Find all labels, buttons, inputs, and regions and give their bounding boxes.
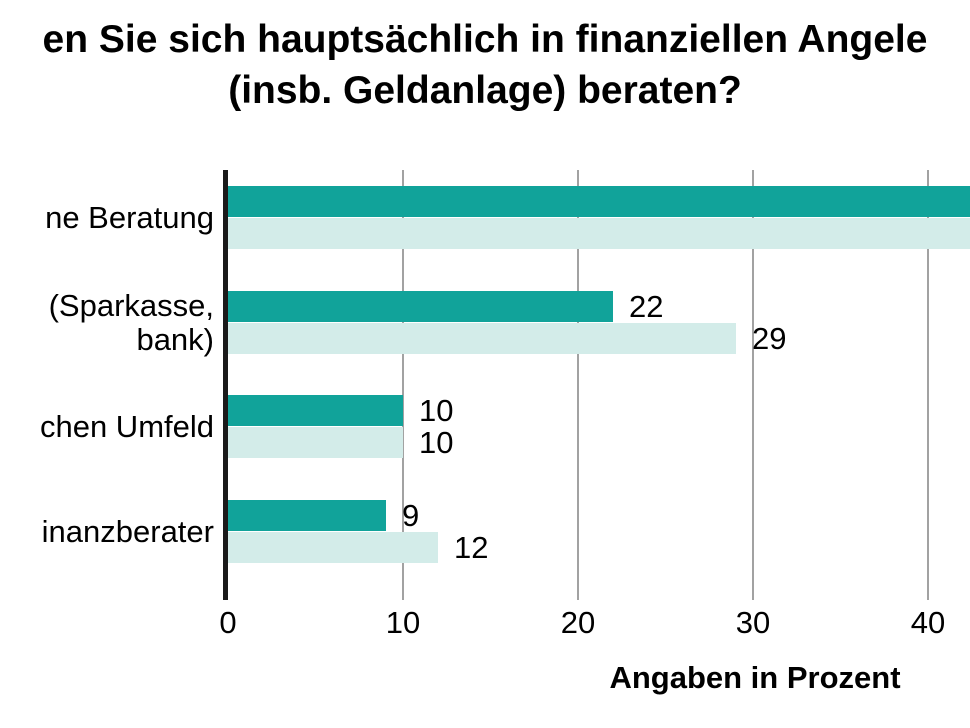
category-label-line: ne Beratung: [45, 199, 214, 235]
bar-light-teal-bars-row1: [228, 218, 970, 249]
x-tick-10: 10: [385, 605, 421, 640]
bar-dark-teal-bars-row3: [228, 395, 403, 426]
category-label-row3: chen Umfeld: [0, 395, 214, 458]
bar-light-teal-bars-row4: [228, 532, 438, 563]
bar-light-teal-bars-row2: [228, 323, 736, 354]
x-tick-30: 30: [735, 605, 771, 640]
category-label-line: (Sparkasse,: [48, 287, 214, 323]
category-label-row1: ne Beratung: [0, 186, 214, 249]
category-label-line: inanzberater: [41, 513, 214, 549]
category-labels: ne Beratung (Sparkasse, bank) chen Umfeld in…: [0, 170, 214, 600]
value-label-dark-teal-bars-row2: 22: [629, 289, 664, 324]
value-label-dark-teal-bars-row3: 10: [419, 393, 454, 428]
gridline-30: [752, 170, 754, 600]
category-label-line: bank): [136, 321, 214, 357]
bar-light-teal-bars-row3: [228, 427, 403, 458]
gridline-20: [577, 170, 579, 600]
bar-dark-teal-bars-row1: [228, 186, 970, 217]
chart-title-line1: en Sie sich hauptsächlich in finanzielle…: [42, 18, 928, 61]
gridline-10: [402, 170, 404, 600]
bar-dark-teal-bars-row4: [228, 500, 386, 531]
category-label-row2: (Sparkasse, bank): [0, 287, 214, 357]
value-label-light-teal-bars-row2: 29: [752, 321, 787, 356]
chart-title: en Sie sich hauptsächlich in finanzielle…: [0, 14, 970, 116]
value-label-light-teal-bars-row3: 10: [419, 425, 454, 460]
bar-dark-teal-bars-row2: [228, 291, 613, 322]
value-label-light-teal-bars-row4: 12: [454, 530, 489, 565]
x-tick-20: 20: [560, 605, 596, 640]
x-tick-40: 40: [910, 605, 946, 640]
x-tick-0: 0: [219, 605, 237, 640]
chart-title-line2: (insb. Geldanlage) beraten?: [228, 69, 742, 112]
gridline-40: [927, 170, 929, 600]
category-label-line: chen Umfeld: [39, 408, 214, 444]
plot-area: 22 29 10 10 9 12: [228, 170, 970, 600]
y-axis-line: [223, 170, 228, 600]
x-axis-ticks: 0 10 20 30 40: [219, 605, 970, 646]
category-label-row4: inanzberater: [0, 500, 214, 563]
value-label-dark-teal-bars-row4: 9: [402, 498, 420, 533]
x-axis-title: Angaben in Prozent: [609, 660, 901, 695]
